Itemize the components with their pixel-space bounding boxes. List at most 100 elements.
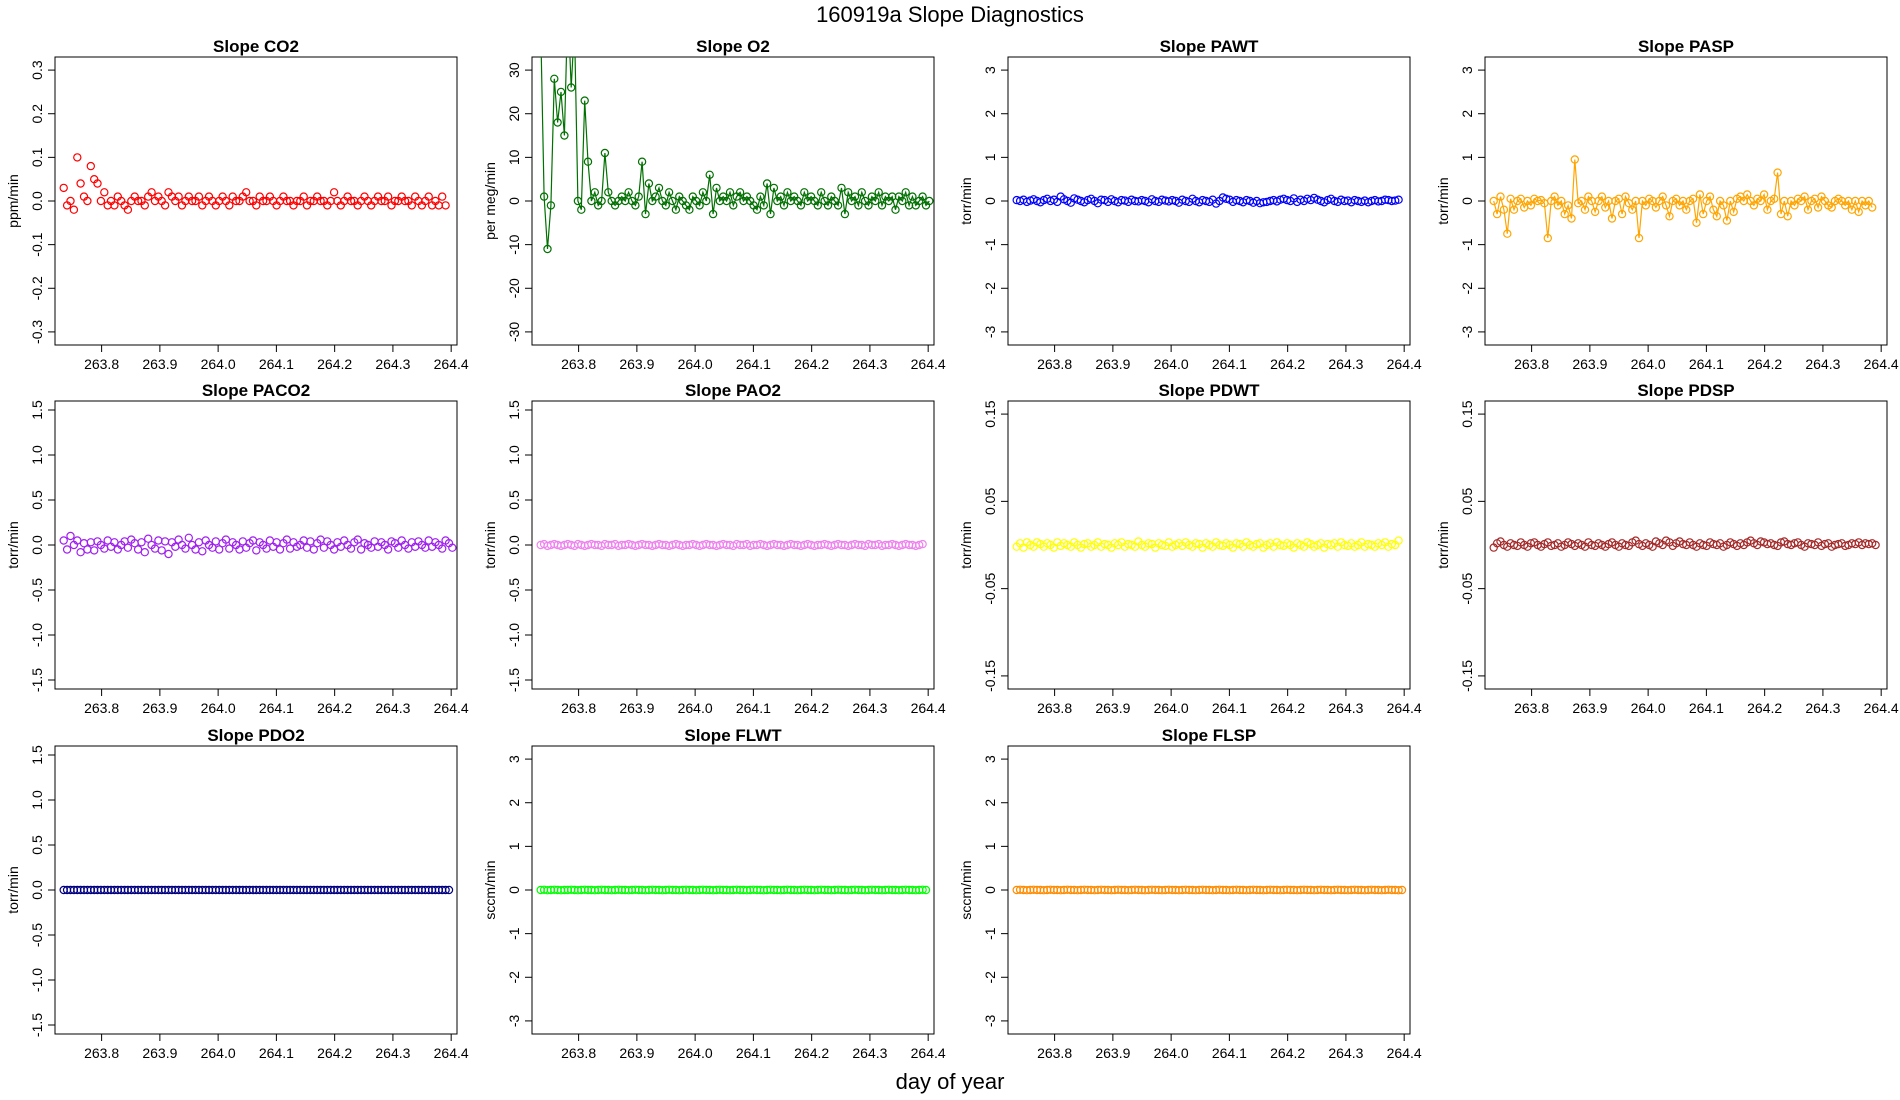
x-tick-label: 263.9 (619, 356, 654, 372)
x-tick-label: 264.3 (852, 1045, 887, 1061)
data-point (407, 201, 416, 210)
data-point (546, 201, 556, 210)
data-point (198, 547, 207, 556)
y-tick-label: 0 (982, 197, 998, 205)
data-point (86, 538, 96, 547)
y-tick-label: 0.15 (982, 400, 998, 427)
data-point (1621, 192, 1630, 201)
y-tick-label: 3 (982, 66, 998, 74)
data-point (1803, 205, 1813, 214)
x-tick-label: 264.2 (1270, 700, 1305, 716)
series-slope-paco2 (59, 531, 457, 559)
data-point (1394, 536, 1403, 545)
data-point (651, 192, 660, 201)
data-point (1759, 190, 1769, 199)
data-point (160, 201, 170, 210)
data-point (1698, 209, 1708, 219)
data-point (1601, 203, 1610, 212)
data-point (225, 201, 234, 210)
data-point (444, 885, 454, 895)
y-tick-label: 0.0 (29, 535, 45, 555)
y-tick-label: 0.1 (29, 147, 45, 167)
data-point (1509, 205, 1519, 214)
data-point (1790, 201, 1799, 210)
series-slope-pao2 (536, 539, 927, 551)
data-point (1221, 194, 1231, 203)
x-tick-label: 263.9 (142, 356, 177, 372)
x-tick-label: 264.0 (201, 700, 236, 716)
data-point (1722, 216, 1732, 225)
y-axis-label: sccm/min (482, 860, 498, 919)
data-point (864, 201, 873, 210)
x-tick-label: 263.8 (1514, 356, 1549, 372)
data-point (1719, 201, 1728, 210)
data-point (1854, 207, 1863, 217)
x-tick-label: 264.3 (1805, 700, 1840, 716)
data-point (752, 205, 762, 214)
y-tick-label: 0.0 (29, 191, 45, 211)
x-tick-label: 264.3 (852, 356, 887, 372)
panel-title: Slope O2 (696, 37, 770, 56)
y-tick-label: 30 (506, 62, 522, 78)
y-axis-label: torr/min (1435, 177, 1451, 224)
data-point (1756, 196, 1765, 206)
y-tick-label: -2 (982, 971, 998, 984)
x-tick-label: 264.1 (1212, 1045, 1247, 1061)
x-tick-label: 263.8 (1037, 356, 1072, 372)
data-point (577, 205, 586, 214)
data-point (590, 188, 600, 197)
y-tick-label: 1 (982, 842, 998, 850)
data-point (309, 545, 318, 554)
data-point (194, 538, 204, 547)
x-tick-label: 263.9 (1572, 700, 1607, 716)
data-point (654, 183, 664, 193)
data-point (400, 196, 410, 206)
data-point (66, 531, 75, 541)
data-point (857, 188, 867, 197)
data-point (729, 201, 738, 210)
data-point (891, 205, 900, 214)
data-point (871, 196, 880, 206)
data-point (641, 209, 650, 219)
y-tick-label: -1.0 (29, 623, 45, 647)
data-point (1597, 192, 1607, 201)
data-point (537, 23, 544, 30)
data-point (844, 188, 853, 197)
data-point (164, 549, 173, 559)
x-tick-label: 264.1 (1212, 700, 1247, 716)
y-tick-label: 0.5 (29, 490, 45, 510)
data-point (571, 23, 578, 30)
data-point (1543, 233, 1553, 243)
data-point (918, 885, 927, 895)
panel-title: Slope FLWT (684, 726, 782, 745)
data-point (631, 201, 640, 210)
data-point (1397, 885, 1407, 895)
y-axis-label: sccm/min (958, 860, 974, 919)
data-point (1390, 196, 1400, 205)
data-point (553, 118, 562, 127)
y-tick-label: -0.3 (29, 320, 45, 344)
y-tick-label: 2 (982, 799, 998, 807)
data-point (299, 192, 308, 201)
x-tick-label: 264.0 (1154, 356, 1189, 372)
y-axis-label: ppm/min (5, 174, 21, 228)
data-point (157, 546, 166, 555)
y-axis-label: torr/min (5, 521, 21, 568)
panel-slope-co2: Slope CO2 263.8 263.9 264.0 264.1 264.2 264.3 2… (5, 37, 469, 372)
data-point (762, 179, 772, 188)
data-point (702, 196, 711, 206)
x-tick-label: 264.2 (317, 700, 352, 716)
y-tick-label: -1 (506, 927, 522, 940)
data-point (123, 205, 133, 214)
series-slope-co2 (59, 153, 450, 214)
y-axis-label: torr/min (958, 521, 974, 568)
data-point (854, 201, 863, 210)
data-point (543, 244, 552, 254)
data-point (1557, 196, 1566, 206)
y-axis-label: torr/min (1435, 521, 1451, 568)
plot-frame (1007, 400, 1411, 690)
data-point (316, 196, 325, 206)
data-point (346, 196, 356, 206)
data-point (840, 209, 850, 219)
data-point (1100, 539, 1109, 549)
